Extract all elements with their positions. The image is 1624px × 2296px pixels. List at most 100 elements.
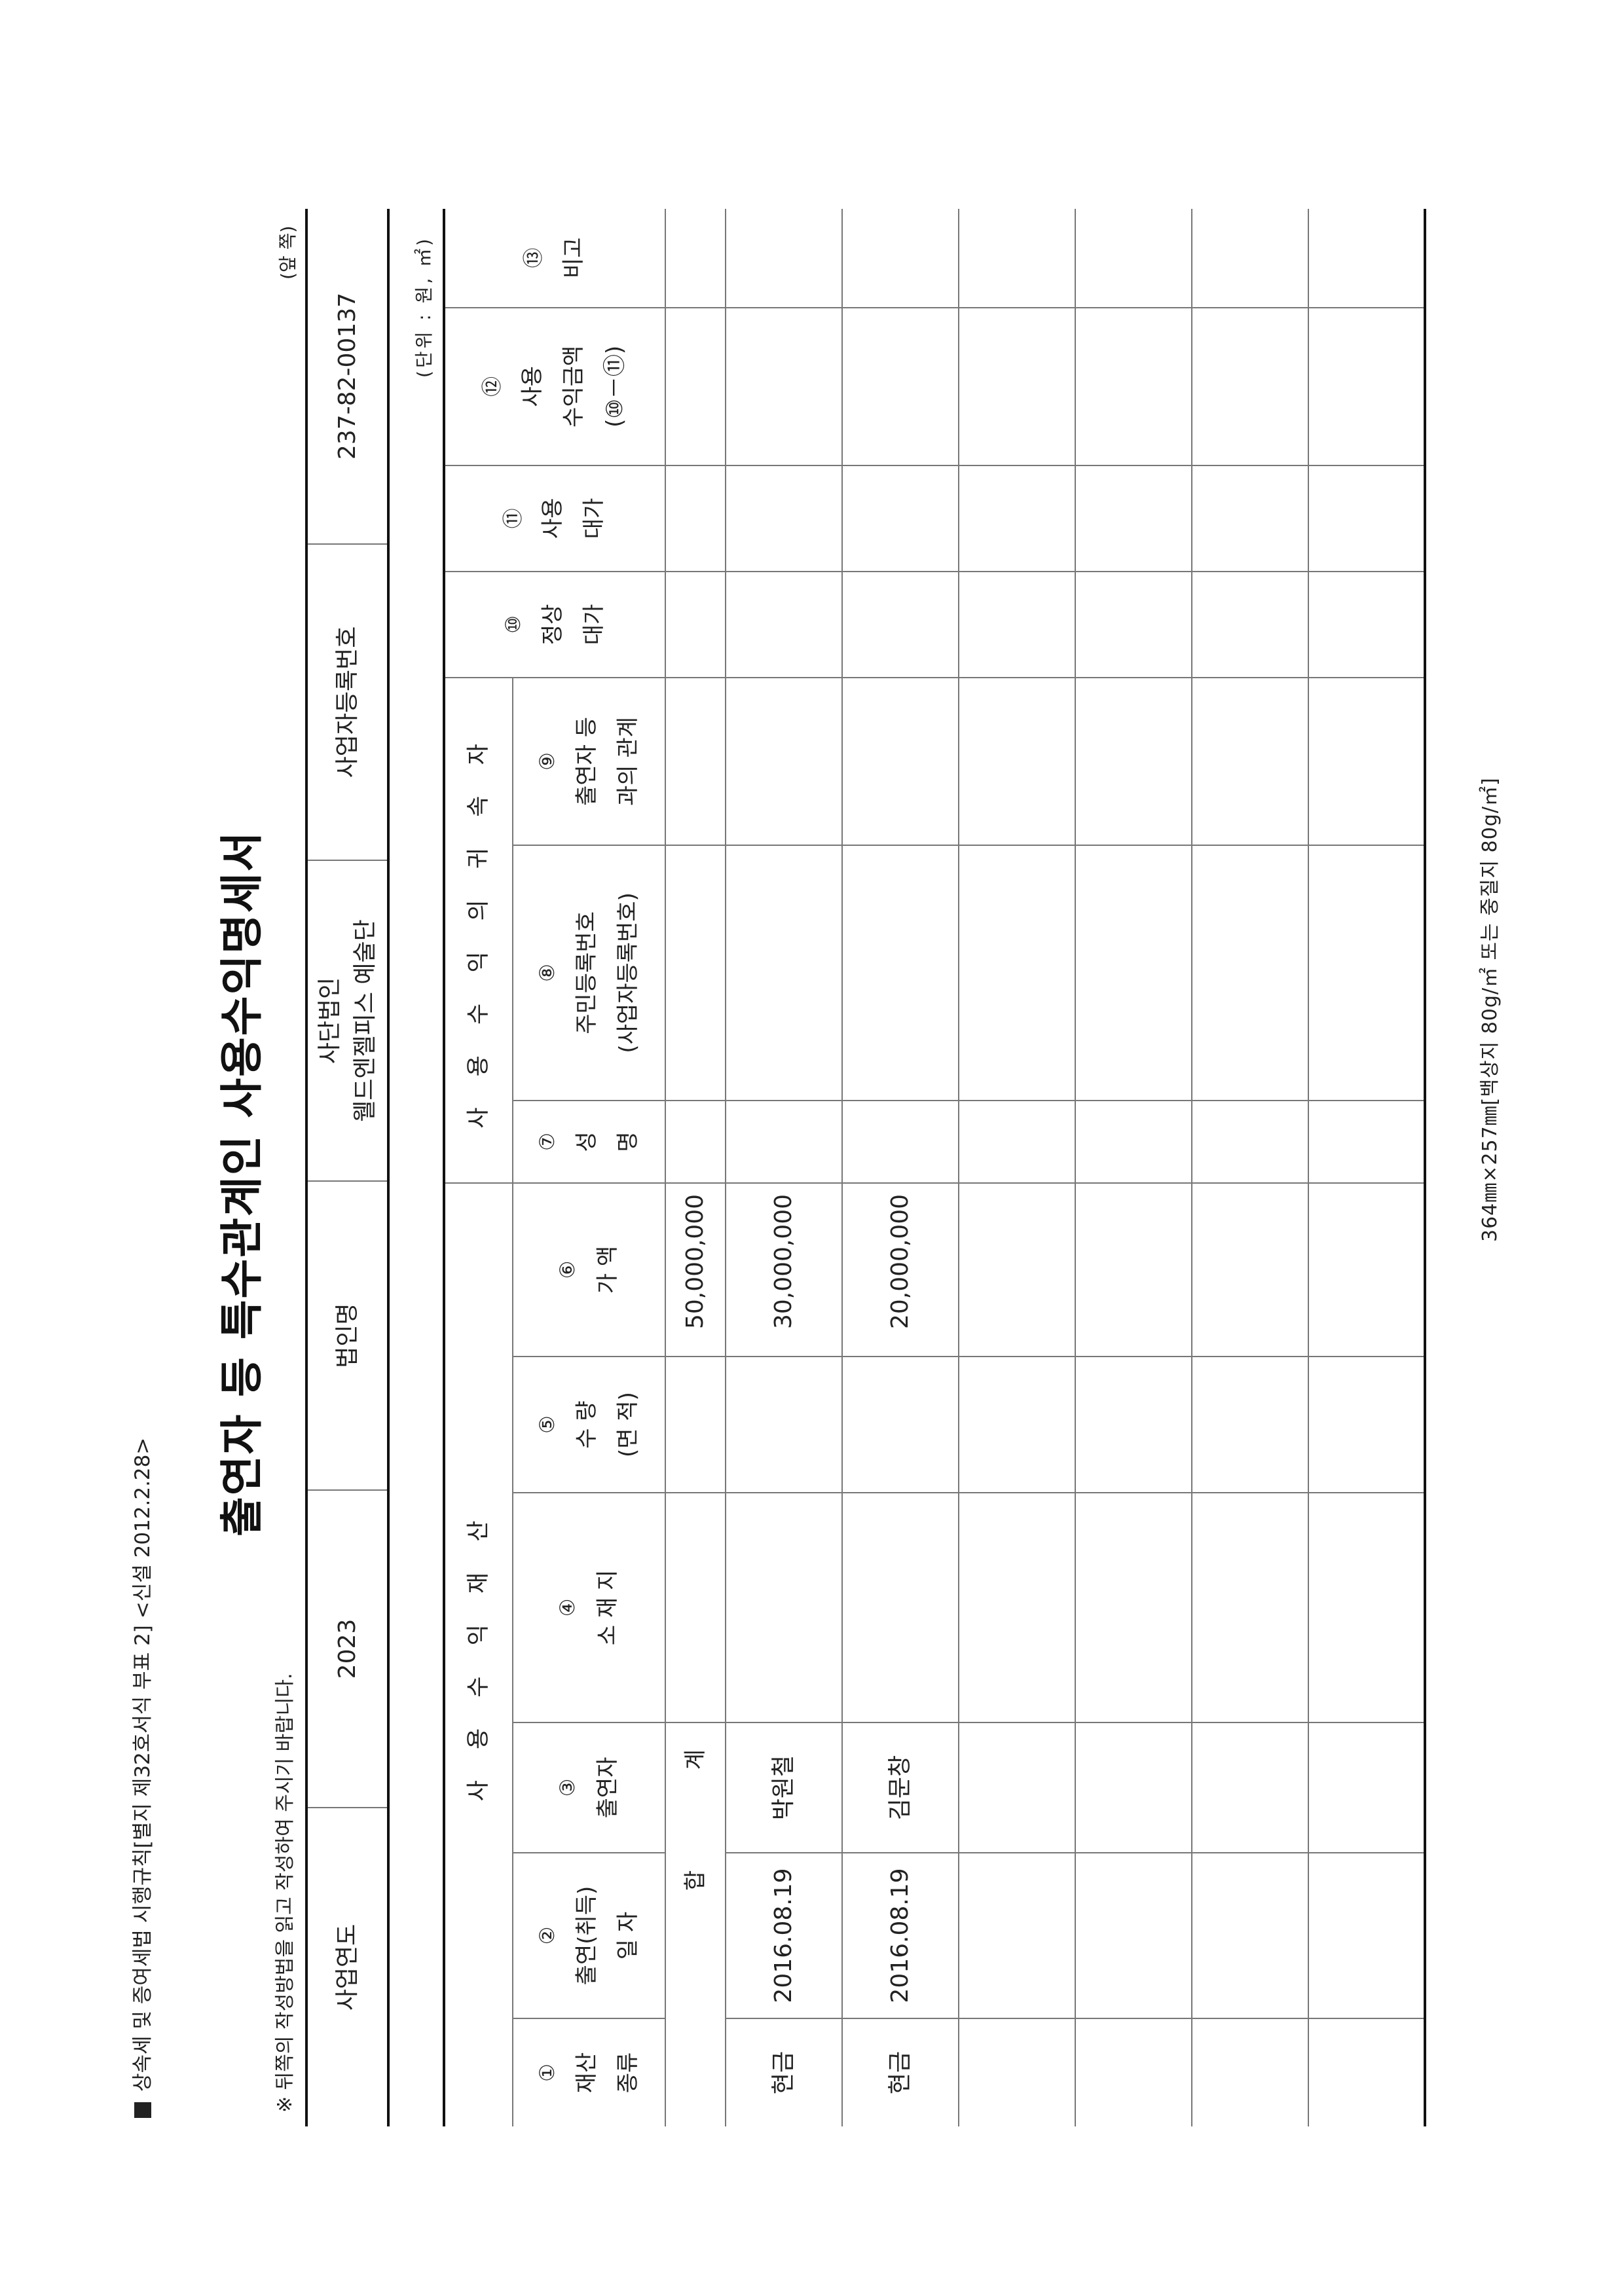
corporation-name-value: 사단법인 웰드엔젤피스 예술단 xyxy=(306,860,388,1181)
column-number: ⑫ xyxy=(481,376,505,397)
group-header-property: 사 용 수 익 재 산 xyxy=(444,1182,513,2126)
cell xyxy=(959,845,1075,1101)
table-row xyxy=(1075,208,1192,2126)
business-number-label: 사업자등록번호 xyxy=(306,544,388,860)
cell xyxy=(726,208,842,308)
corporation-info-table: 사업연도 2023 법인명 사단법인 웰드엔젤피스 예술단 사업자등록번호 237… xyxy=(305,209,390,2126)
table-row xyxy=(959,208,1075,2126)
cell xyxy=(1308,677,1425,845)
cell xyxy=(726,1100,842,1183)
cell xyxy=(665,1493,726,1722)
cell xyxy=(1192,1357,1308,1493)
cell xyxy=(1075,571,1192,678)
table-row xyxy=(1192,208,1308,2126)
cell xyxy=(1308,465,1425,572)
business-year-value: 2023 xyxy=(306,1490,388,1808)
paper-spec-footer: 364㎜×257㎜[백상지 80g/㎡ 또는 중질지 80g/㎡] xyxy=(1479,777,1502,1242)
column-label-line: 사용 xyxy=(540,498,566,539)
cell xyxy=(665,208,726,308)
column-number: ⑩ xyxy=(501,615,525,634)
cell xyxy=(1192,845,1308,1101)
column-label-line: 소 재 지 xyxy=(594,1569,621,1646)
total-label-1: 합 xyxy=(682,1870,709,1891)
column-label-line: 출연자 등 xyxy=(574,716,600,806)
total-label-2: 계 xyxy=(682,1749,709,1770)
cell xyxy=(959,307,1075,465)
column-label-line: 비고 xyxy=(560,237,587,279)
contribution-date-cell xyxy=(1308,1853,1425,2018)
cell xyxy=(1192,465,1308,572)
contributor-cell xyxy=(1192,1722,1308,1853)
column-label-line: 재산 xyxy=(574,2052,600,2094)
table-row: 현금 2016.08.19 김문창 20,000,000 xyxy=(842,208,959,2126)
column-label-line: 일 자 xyxy=(615,1911,642,1960)
column-header: ⑨ 출연자 등 과의 관계 xyxy=(513,677,665,845)
unit-label: (단위 : 원, ㎡) xyxy=(413,236,435,378)
contribution-date-cell xyxy=(1192,1853,1308,2018)
column-label-line: 과의 관계 xyxy=(615,716,642,806)
column-header: ⑪ 사용 대가 xyxy=(444,465,665,572)
value-cell xyxy=(1075,1182,1192,1357)
cell xyxy=(1308,1493,1425,1722)
column-header: ⑫ 사용 수익금액 (⑩－⑪) xyxy=(444,307,665,465)
cell xyxy=(842,208,959,308)
contributor-cell xyxy=(959,1722,1075,1853)
cell xyxy=(842,1357,959,1493)
contribution-date-cell xyxy=(1075,1853,1192,2018)
cell xyxy=(665,1357,726,1493)
contributor-cell xyxy=(1308,1722,1425,1853)
column-number: ⑦ xyxy=(535,1133,559,1151)
cell xyxy=(959,1357,1075,1493)
cell xyxy=(842,571,959,678)
cell xyxy=(1308,571,1425,678)
value-cell: 30,000,000 xyxy=(726,1182,842,1357)
property-type-cell xyxy=(1192,2018,1308,2126)
cell xyxy=(1308,1100,1425,1183)
corporation-name-label: 법인명 xyxy=(306,1181,388,1490)
property-type-cell: 현금 xyxy=(726,2018,842,2126)
cell xyxy=(1308,1357,1425,1493)
column-label-line: 주민등록번호 xyxy=(574,911,600,1034)
column-header: ⑩ 정상 대가 xyxy=(444,571,665,678)
contribution-date-cell: 2016.08.19 xyxy=(726,1853,842,2018)
form-reference: 상속세 및 증여세법 시행규칙[별지 제32호서식 부표 2] <신설 2012… xyxy=(126,1438,155,2118)
column-label-line: 수 량 xyxy=(574,1400,600,1449)
column-label-line: 종류 xyxy=(615,2052,642,2094)
column-label-line: 가 액 xyxy=(594,1245,621,1294)
contributor-cell xyxy=(1075,1722,1192,1853)
column-header: ① 재산 종류 xyxy=(513,2018,665,2126)
column-header: ② 출연(취득) 일 자 xyxy=(513,1853,665,2018)
column-label-line: (사업자등록번호) xyxy=(615,892,642,1053)
form-reference-text: 상속세 및 증여세법 시행규칙[별지 제32호서식 부표 2] <신설 2012… xyxy=(131,1437,155,2092)
column-number: ⑧ xyxy=(535,964,559,982)
column-number: ③ xyxy=(556,1778,580,1797)
column-label-line: 정상 xyxy=(540,604,566,646)
cell xyxy=(726,465,842,572)
contribution-date-cell: 2016.08.19 xyxy=(842,1853,959,2018)
property-type-cell xyxy=(1075,2018,1192,2126)
contribution-date-cell xyxy=(959,1853,1075,2018)
cell xyxy=(1192,208,1308,308)
value-cell xyxy=(959,1182,1075,1357)
business-year-label: 사업연도 xyxy=(306,1808,388,2126)
corporation-name-line1: 사단법인 xyxy=(316,977,343,1065)
cell xyxy=(665,677,726,845)
column-label-line: 대가 xyxy=(581,604,608,646)
cell xyxy=(665,845,726,1101)
cell xyxy=(665,571,726,678)
table-row: 현금 2016.08.19 박원철 30,000,000 xyxy=(726,208,842,2126)
column-number: ⑨ xyxy=(535,752,559,771)
cell xyxy=(1308,307,1425,465)
column-number: ⑬ xyxy=(522,247,546,268)
column-label-line: 대가 xyxy=(581,498,608,539)
square-bullet-icon xyxy=(134,2102,151,2118)
property-type-cell: 현금 xyxy=(842,2018,959,2126)
column-label-line: 성 xyxy=(574,1131,600,1152)
cell xyxy=(1192,1493,1308,1722)
column-label-line: 출연(취득) xyxy=(574,1886,600,1986)
